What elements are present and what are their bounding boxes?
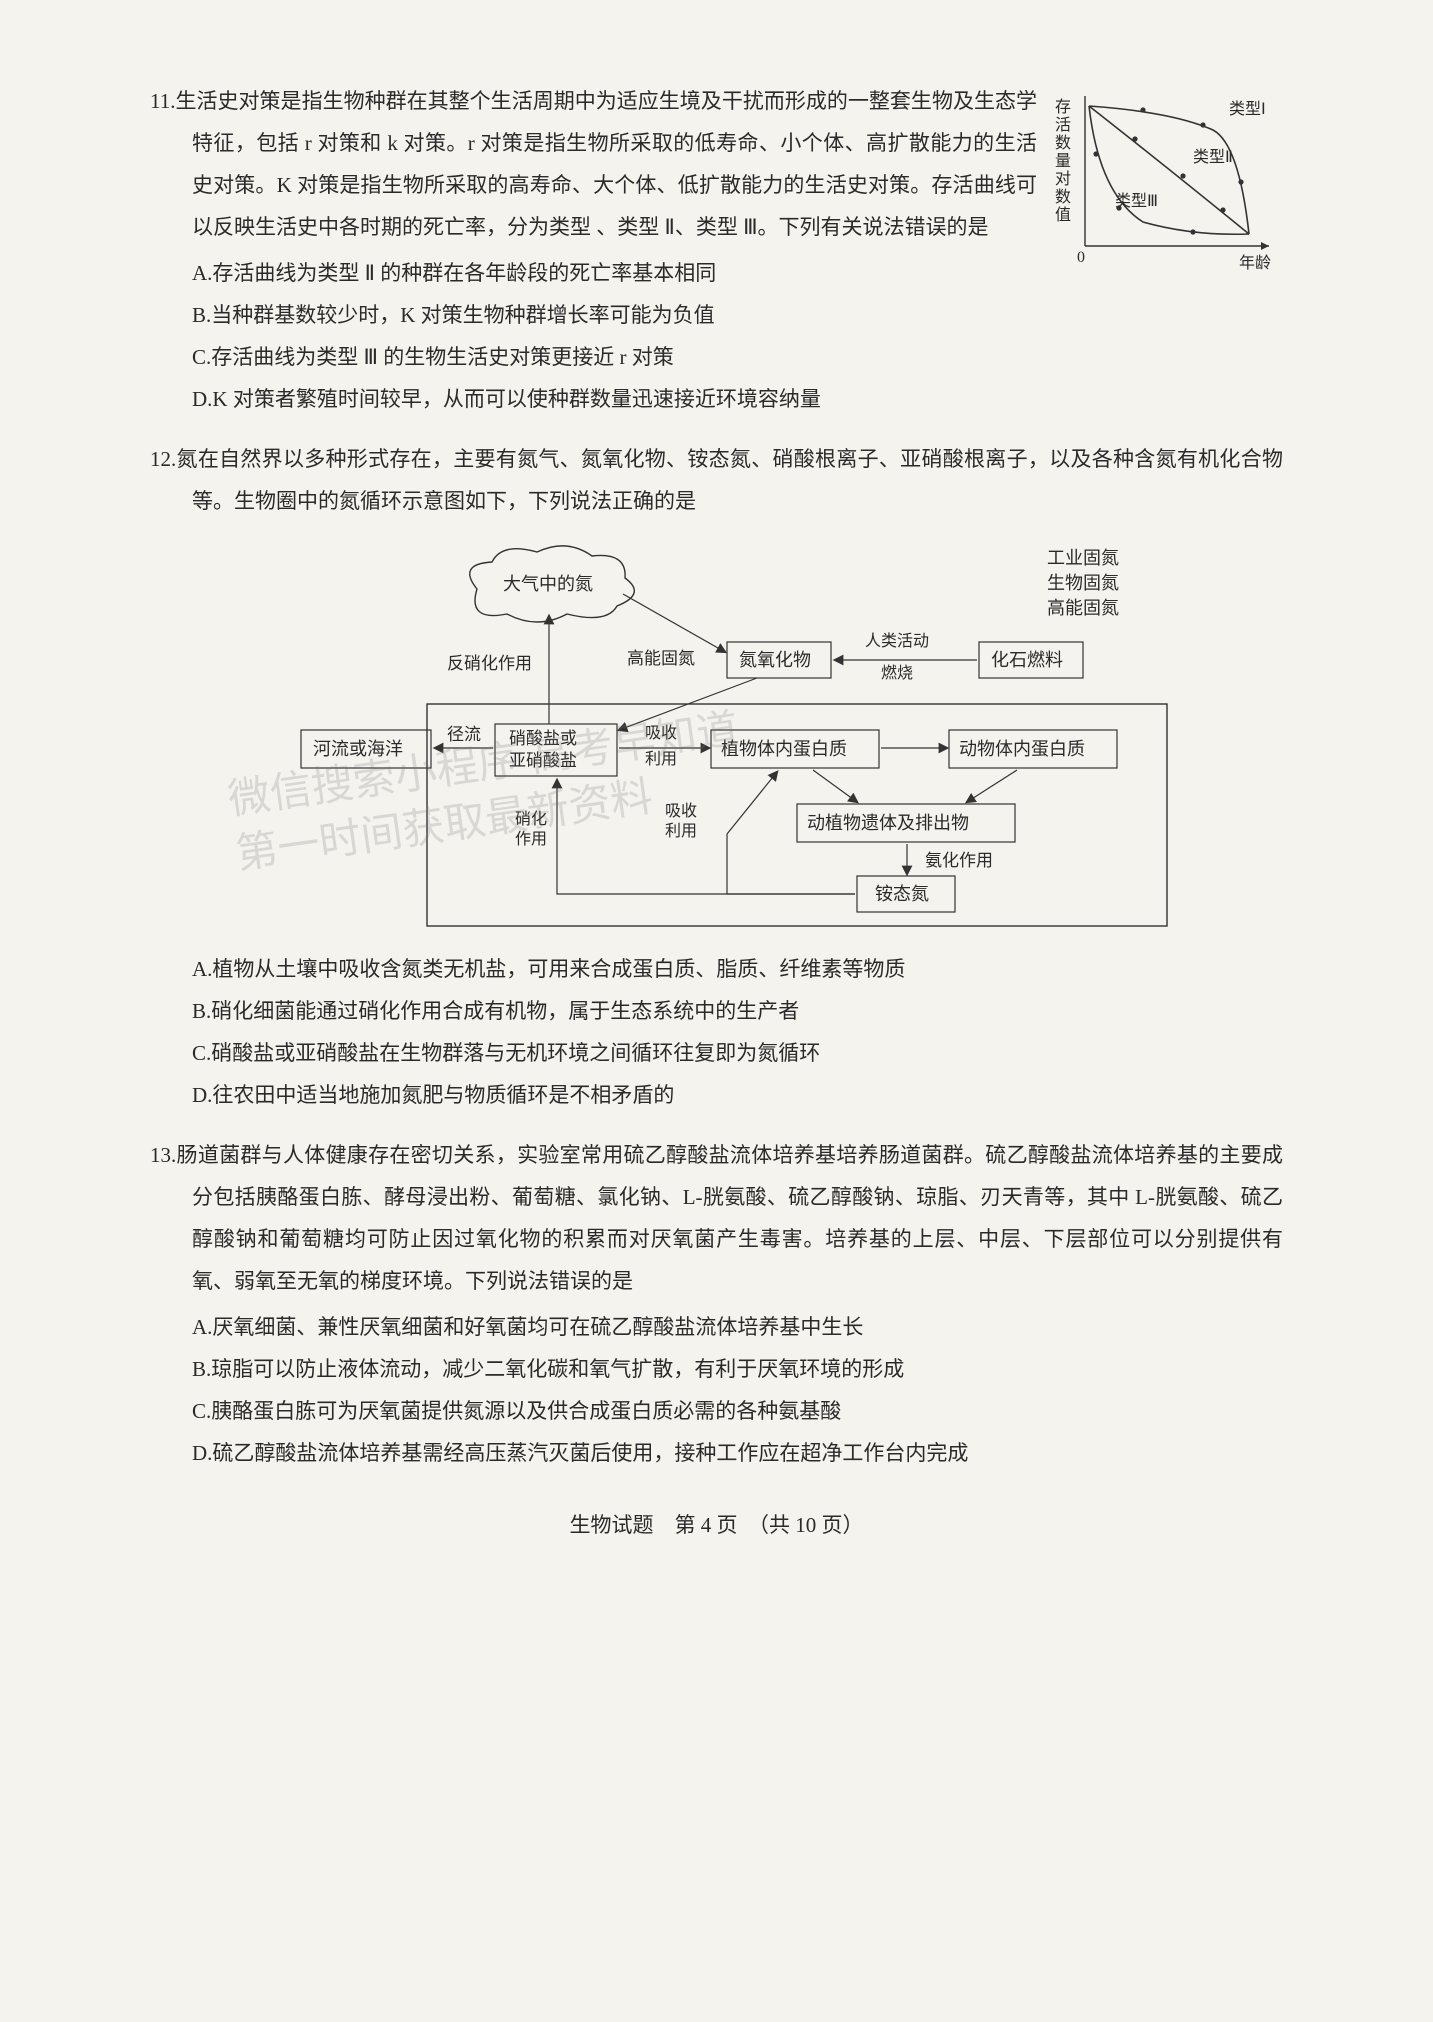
survival-curve-graph: 存 活 数 量 对 数 值 0 年龄 类型Ⅰ 类型Ⅱ 类型Ⅲ <box>1043 84 1283 274</box>
svg-text:燃烧: 燃烧 <box>881 664 913 682</box>
q11-number: 11. <box>150 89 175 113</box>
svg-text:亚硝酸盐: 亚硝酸盐 <box>509 751 577 770</box>
svg-text:高能固氮: 高能固氮 <box>1047 598 1119 618</box>
svg-text:人类活动: 人类活动 <box>865 632 929 650</box>
q11-stem-text: 生活史对策是指生物种群在其整个生活周期中为适应生境及干扰而形成的一整套生物及生态… <box>175 89 1037 239</box>
q13-stem: 13.肠道菌群与人体健康存在密切关系，实验室常用硫乙醇酸盐流体培养基培养肠道菌群… <box>150 1134 1283 1302</box>
svg-text:硝化: 硝化 <box>515 810 547 828</box>
svg-text:氮氧化物: 氮氧化物 <box>739 650 811 670</box>
svg-text:吸收: 吸收 <box>665 802 697 820</box>
q13-option-a: A.厌氧细菌、兼性厌氧细菌和好氧菌均可在硫乙醇酸盐流体培养基中生长 <box>192 1306 1283 1348</box>
svg-text:类型Ⅰ: 类型Ⅰ <box>1229 100 1266 118</box>
svg-text:生物固氮: 生物固氮 <box>1047 573 1119 593</box>
q13-option-c: C.胰酪蛋白胨可为厌氧菌提供氮源以及供合成蛋白质必需的各种氨基酸 <box>192 1390 1283 1432</box>
q12-number: 12. <box>150 447 176 471</box>
q12-stem-text: 氮在自然界以多种形式存在，主要有氮气、氮氧化物、铵态氮、硝酸根离子、亚硝酸根离子… <box>176 447 1283 513</box>
svg-text:量: 量 <box>1055 153 1071 170</box>
svg-text:化石燃料: 化石燃料 <box>991 650 1063 670</box>
q11-options: A.存活曲线为类型 Ⅱ 的种群在各年龄段的死亡率基本相同 B.当种群基数较少时，… <box>150 252 1283 420</box>
q12-options: A.植物从土壤中吸收含氮类无机盐，可用来合成蛋白质、脂质、纤维素等物质 B.硝化… <box>150 948 1283 1116</box>
nitrogen-cycle-diagram: 工业固氮 生物固氮 高能固氮 大气中的氮 氮氧化物 化石燃料 硝酸盐或 亚硝酸盐… <box>257 534 1177 934</box>
svg-text:类型Ⅱ: 类型Ⅱ <box>1193 148 1233 166</box>
q11-option-b: B.当种群基数较少时，K 对策生物种群增长率可能为负值 <box>192 294 1283 336</box>
q12-option-a: A.植物从土壤中吸收含氮类无机盐，可用来合成蛋白质、脂质、纤维素等物质 <box>192 948 1283 990</box>
q12-option-b: B.硝化细菌能通过硝化作用合成有机物，属于生态系统中的生产者 <box>192 990 1283 1032</box>
svg-text:存: 存 <box>1055 98 1071 116</box>
svg-text:动物体内蛋白质: 动物体内蛋白质 <box>959 739 1085 759</box>
question-13: 13.肠道菌群与人体健康存在密切关系，实验室常用硫乙醇酸盐流体培养基培养肠道菌群… <box>150 1134 1283 1474</box>
svg-text:反硝化作用: 反硝化作用 <box>447 654 532 673</box>
svg-text:高能固氮: 高能固氮 <box>627 649 695 668</box>
svg-text:河流或海洋: 河流或海洋 <box>313 739 403 759</box>
svg-text:吸收: 吸收 <box>645 724 677 742</box>
q12-option-d: D.往农田中适当地施加氮肥与物质循环是不相矛盾的 <box>192 1074 1283 1116</box>
svg-text:数: 数 <box>1055 134 1071 152</box>
svg-text:年龄: 年龄 <box>1239 254 1271 272</box>
svg-text:植物体内蛋白质: 植物体内蛋白质 <box>721 739 847 759</box>
svg-text:作用: 作用 <box>515 830 547 848</box>
q13-number: 13. <box>150 1143 176 1167</box>
page-footer: 生物试题 第 4 页 （共 10 页） <box>150 1504 1283 1546</box>
q12-option-c: C.硝酸盐或亚硝酸盐在生物群落与无机环境之间循环往复即为氮循环 <box>192 1032 1283 1074</box>
svg-text:氨化作用: 氨化作用 <box>925 851 993 870</box>
svg-text:活: 活 <box>1055 116 1071 134</box>
svg-text:径流: 径流 <box>447 725 481 744</box>
q13-stem-text: 肠道菌群与人体健康存在密切关系，实验室常用硫乙醇酸盐流体培养基培养肠道菌群。硫乙… <box>176 1143 1283 1293</box>
svg-text:对: 对 <box>1055 170 1071 188</box>
svg-text:利用: 利用 <box>665 822 697 840</box>
q13-option-d: D.硫乙醇酸盐流体培养基需经高压蒸汽灭菌后使用，接种工作应在超净工作台内完成 <box>192 1432 1283 1474</box>
svg-text:类型Ⅲ: 类型Ⅲ <box>1115 192 1158 210</box>
svg-text:动植物遗体及排出物: 动植物遗体及排出物 <box>807 813 969 833</box>
svg-text:大气中的氮: 大气中的氮 <box>503 574 593 594</box>
question-11: 存 活 数 量 对 数 值 0 年龄 类型Ⅰ 类型Ⅱ 类型Ⅲ 11.生活史对策是… <box>150 80 1283 420</box>
q11-option-c: C.存活曲线为类型 Ⅲ 的生物生活史对策更接近 r 对策 <box>192 336 1283 378</box>
q13-options: A.厌氧细菌、兼性厌氧细菌和好氧菌均可在硫乙醇酸盐流体培养基中生长 B.琼脂可以… <box>150 1306 1283 1474</box>
svg-text:铵态氮: 铵态氮 <box>875 884 929 904</box>
svg-text:硝酸盐或: 硝酸盐或 <box>509 729 577 748</box>
svg-text:工业固氮: 工业固氮 <box>1047 548 1119 568</box>
question-12: 12.氮在自然界以多种形式存在，主要有氮气、氮氧化物、铵态氮、硝酸根离子、亚硝酸… <box>150 438 1283 1116</box>
svg-text:值: 值 <box>1055 206 1071 224</box>
q11-option-d: D.K 对策者繁殖时间较早，从而可以使种群数量迅速接近环境容纳量 <box>192 378 1283 420</box>
q13-option-b: B.琼脂可以防止液体流动，减少二氧化碳和氧气扩散，有利于厌氧环境的形成 <box>192 1348 1283 1390</box>
q12-stem: 12.氮在自然界以多种形式存在，主要有氮气、氮氧化物、铵态氮、硝酸根离子、亚硝酸… <box>150 438 1283 522</box>
svg-text:数: 数 <box>1055 188 1071 206</box>
svg-text:利用: 利用 <box>645 750 677 768</box>
svg-text:0: 0 <box>1077 249 1085 266</box>
